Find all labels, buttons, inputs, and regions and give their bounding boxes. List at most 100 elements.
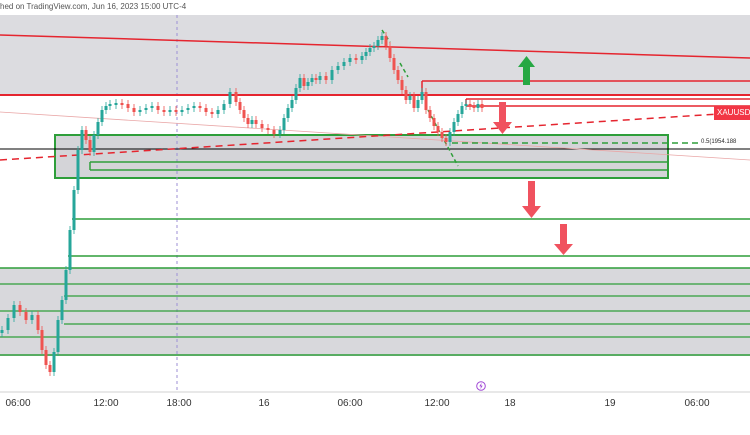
candle-body bbox=[76, 150, 80, 190]
candle-body bbox=[108, 104, 112, 106]
candle-body bbox=[56, 320, 60, 352]
candle-body bbox=[204, 108, 208, 112]
candle-body bbox=[294, 88, 298, 100]
candle-body bbox=[324, 76, 328, 80]
candle-body bbox=[242, 110, 246, 118]
candle-body bbox=[480, 104, 484, 108]
candle-body bbox=[186, 108, 190, 110]
candle-body bbox=[210, 112, 214, 114]
candle-body bbox=[180, 110, 184, 112]
down-arrow-1 bbox=[493, 102, 512, 134]
candle-body bbox=[464, 104, 468, 106]
candle-body bbox=[150, 106, 154, 108]
candle-body bbox=[318, 76, 322, 80]
candle-body bbox=[250, 120, 254, 124]
down-arrow-2 bbox=[522, 181, 541, 218]
up-arrow bbox=[518, 56, 535, 85]
candle-body bbox=[6, 318, 10, 330]
candle-body bbox=[44, 350, 48, 365]
candle-body bbox=[468, 104, 472, 106]
candle-body bbox=[354, 58, 358, 60]
candle-body bbox=[436, 126, 440, 132]
candle-body bbox=[114, 103, 118, 105]
candle-body bbox=[310, 78, 314, 82]
candle-body bbox=[88, 140, 92, 152]
candle-body bbox=[216, 110, 220, 114]
candle-body bbox=[168, 110, 172, 112]
lower-demand-zone bbox=[0, 268, 750, 356]
candle-body bbox=[24, 312, 28, 320]
candle-body bbox=[126, 104, 130, 108]
candle-body bbox=[222, 104, 226, 110]
symbol-badge[interactable]: XAUUSD bbox=[714, 106, 750, 120]
x-tick-label: 06:00 bbox=[5, 398, 30, 409]
wave-mark-2 bbox=[399, 62, 409, 78]
candle-body bbox=[392, 58, 396, 70]
candle-body bbox=[84, 130, 88, 140]
candle-body bbox=[456, 114, 460, 122]
mid-supply-zone bbox=[54, 134, 669, 179]
down-arrow-3 bbox=[554, 224, 573, 255]
candle-body bbox=[234, 92, 238, 102]
candle-body bbox=[104, 106, 108, 110]
candle-body bbox=[156, 106, 160, 110]
candle-body bbox=[472, 106, 476, 108]
candle-body bbox=[36, 315, 40, 330]
candle-body bbox=[260, 124, 264, 128]
x-tick-label: 16 bbox=[258, 398, 270, 409]
candle-body bbox=[278, 130, 282, 134]
candle-body bbox=[162, 110, 166, 112]
candle-body bbox=[360, 56, 364, 60]
candle-body bbox=[144, 108, 148, 110]
candle-body bbox=[120, 103, 124, 105]
candle-body bbox=[68, 230, 72, 270]
candle-body bbox=[368, 48, 372, 52]
candle-body bbox=[460, 106, 464, 114]
x-tick-label: 18 bbox=[504, 398, 516, 409]
x-tick-label: 06:00 bbox=[337, 398, 362, 409]
candle-body bbox=[18, 305, 22, 312]
candle-body bbox=[306, 82, 310, 86]
candle-body bbox=[404, 90, 408, 100]
candles-group bbox=[0, 32, 484, 376]
candle-body bbox=[12, 305, 16, 318]
candle-body bbox=[384, 36, 388, 46]
candle-body bbox=[396, 70, 400, 80]
candle-body bbox=[64, 270, 68, 300]
candle-body bbox=[314, 78, 318, 80]
candle-body bbox=[286, 108, 290, 118]
candle-body bbox=[380, 36, 384, 40]
candle-body bbox=[440, 132, 444, 138]
lightning-icon[interactable] bbox=[476, 381, 486, 391]
candle-body bbox=[0, 330, 4, 333]
candle-body bbox=[432, 118, 436, 126]
candle-body bbox=[298, 78, 302, 88]
candle-body bbox=[476, 104, 480, 108]
x-tick-label: 12:00 bbox=[93, 398, 118, 409]
candle-body bbox=[412, 96, 416, 108]
candle-body bbox=[372, 46, 376, 48]
candle-body bbox=[30, 315, 34, 320]
candle-body bbox=[48, 365, 52, 372]
chart-header: hed on TradingView.com, Jun 16, 2023 15:… bbox=[0, 2, 187, 11]
candle-body bbox=[198, 106, 202, 108]
candle-body bbox=[408, 96, 412, 100]
candle-body bbox=[100, 110, 104, 122]
candle-body bbox=[400, 80, 404, 90]
candle-body bbox=[336, 66, 340, 70]
candle-body bbox=[424, 92, 428, 110]
candle-body bbox=[420, 92, 424, 100]
candle-body bbox=[52, 352, 56, 372]
candle-body bbox=[246, 118, 250, 124]
x-tick-label: 06:00 bbox=[684, 398, 709, 409]
candle-body bbox=[92, 135, 96, 152]
rising-dashed-trendline bbox=[0, 111, 750, 161]
candle-body bbox=[342, 62, 346, 66]
candle-body bbox=[60, 300, 64, 320]
candle-body bbox=[348, 58, 352, 62]
x-tick-label: 12:00 bbox=[424, 398, 449, 409]
candle-body bbox=[228, 92, 232, 104]
candle-body bbox=[364, 52, 368, 56]
